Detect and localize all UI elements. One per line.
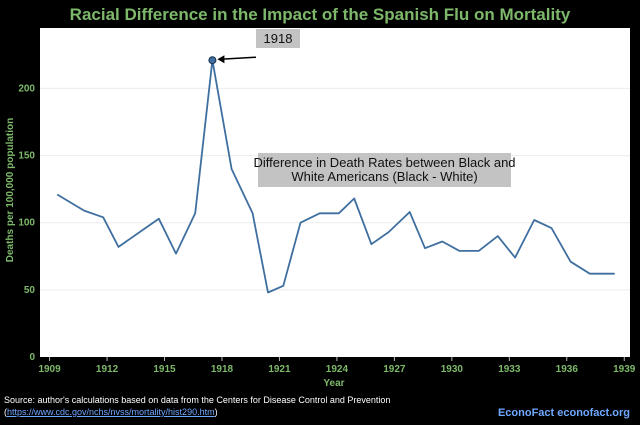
series-layer [56, 59, 615, 294]
source-suffix: ) [214, 407, 218, 417]
chart-title: Racial Difference in the Impact of the S… [70, 5, 571, 24]
x-tick-label: 1927 [383, 364, 406, 375]
peak-marker [208, 56, 217, 65]
arrow-head [217, 55, 225, 64]
x-tick-label: 1912 [96, 364, 119, 375]
x-tick-label: 1921 [268, 364, 291, 375]
x-tick-label: 1933 [498, 364, 521, 375]
x-tick-label: 1936 [556, 364, 579, 375]
plot-area [40, 28, 630, 357]
y-tick-label: 100 [18, 218, 35, 229]
x-tick-label: 1939 [613, 364, 636, 375]
source-note: Source: author's calculations based on d… [4, 394, 424, 418]
source-text: Source: author's calculations based on d… [4, 395, 391, 417]
brand-label: EconoFact econofact.org [497, 407, 630, 419]
y-tick-label: 150 [18, 151, 35, 162]
x-tick-label: 1915 [153, 364, 176, 375]
source-link[interactable]: https://www.cdc.gov/nchs/nvss/mortality/… [7, 407, 215, 417]
annotation-description-line2: White Americans (Black - White) [291, 169, 477, 184]
x-axis-label: Year [323, 378, 344, 389]
y-axis-label: Deaths per 100,000 population [5, 118, 16, 263]
y-tick-label: 50 [24, 285, 36, 296]
y-axis-ticks: 0 50 100 150 200 [18, 83, 35, 363]
annotation-arrow [220, 56, 257, 60]
series-line [56, 59, 615, 294]
x-tick-label: 1930 [441, 364, 464, 375]
x-axis-ticks: 1909 1912 1915 1918 1921 1924 1927 1930 1933 1936… [38, 357, 636, 375]
annotation-box-description [258, 153, 511, 187]
x-tick-label: 1909 [38, 364, 61, 375]
y-tick-label: 0 [29, 352, 35, 363]
x-tick-label: 1924 [326, 364, 349, 375]
y-tick-label: 200 [18, 83, 35, 94]
x-tick-label: 1918 [211, 364, 234, 375]
annotation-description-line1: Difference in Death Rates between Black … [253, 155, 515, 170]
annotation-1918: 1918 [264, 31, 293, 46]
annotations-layer: 1918 Difference in Death Rates between Bl… [208, 29, 516, 187]
annotation-box-1918 [256, 29, 300, 48]
